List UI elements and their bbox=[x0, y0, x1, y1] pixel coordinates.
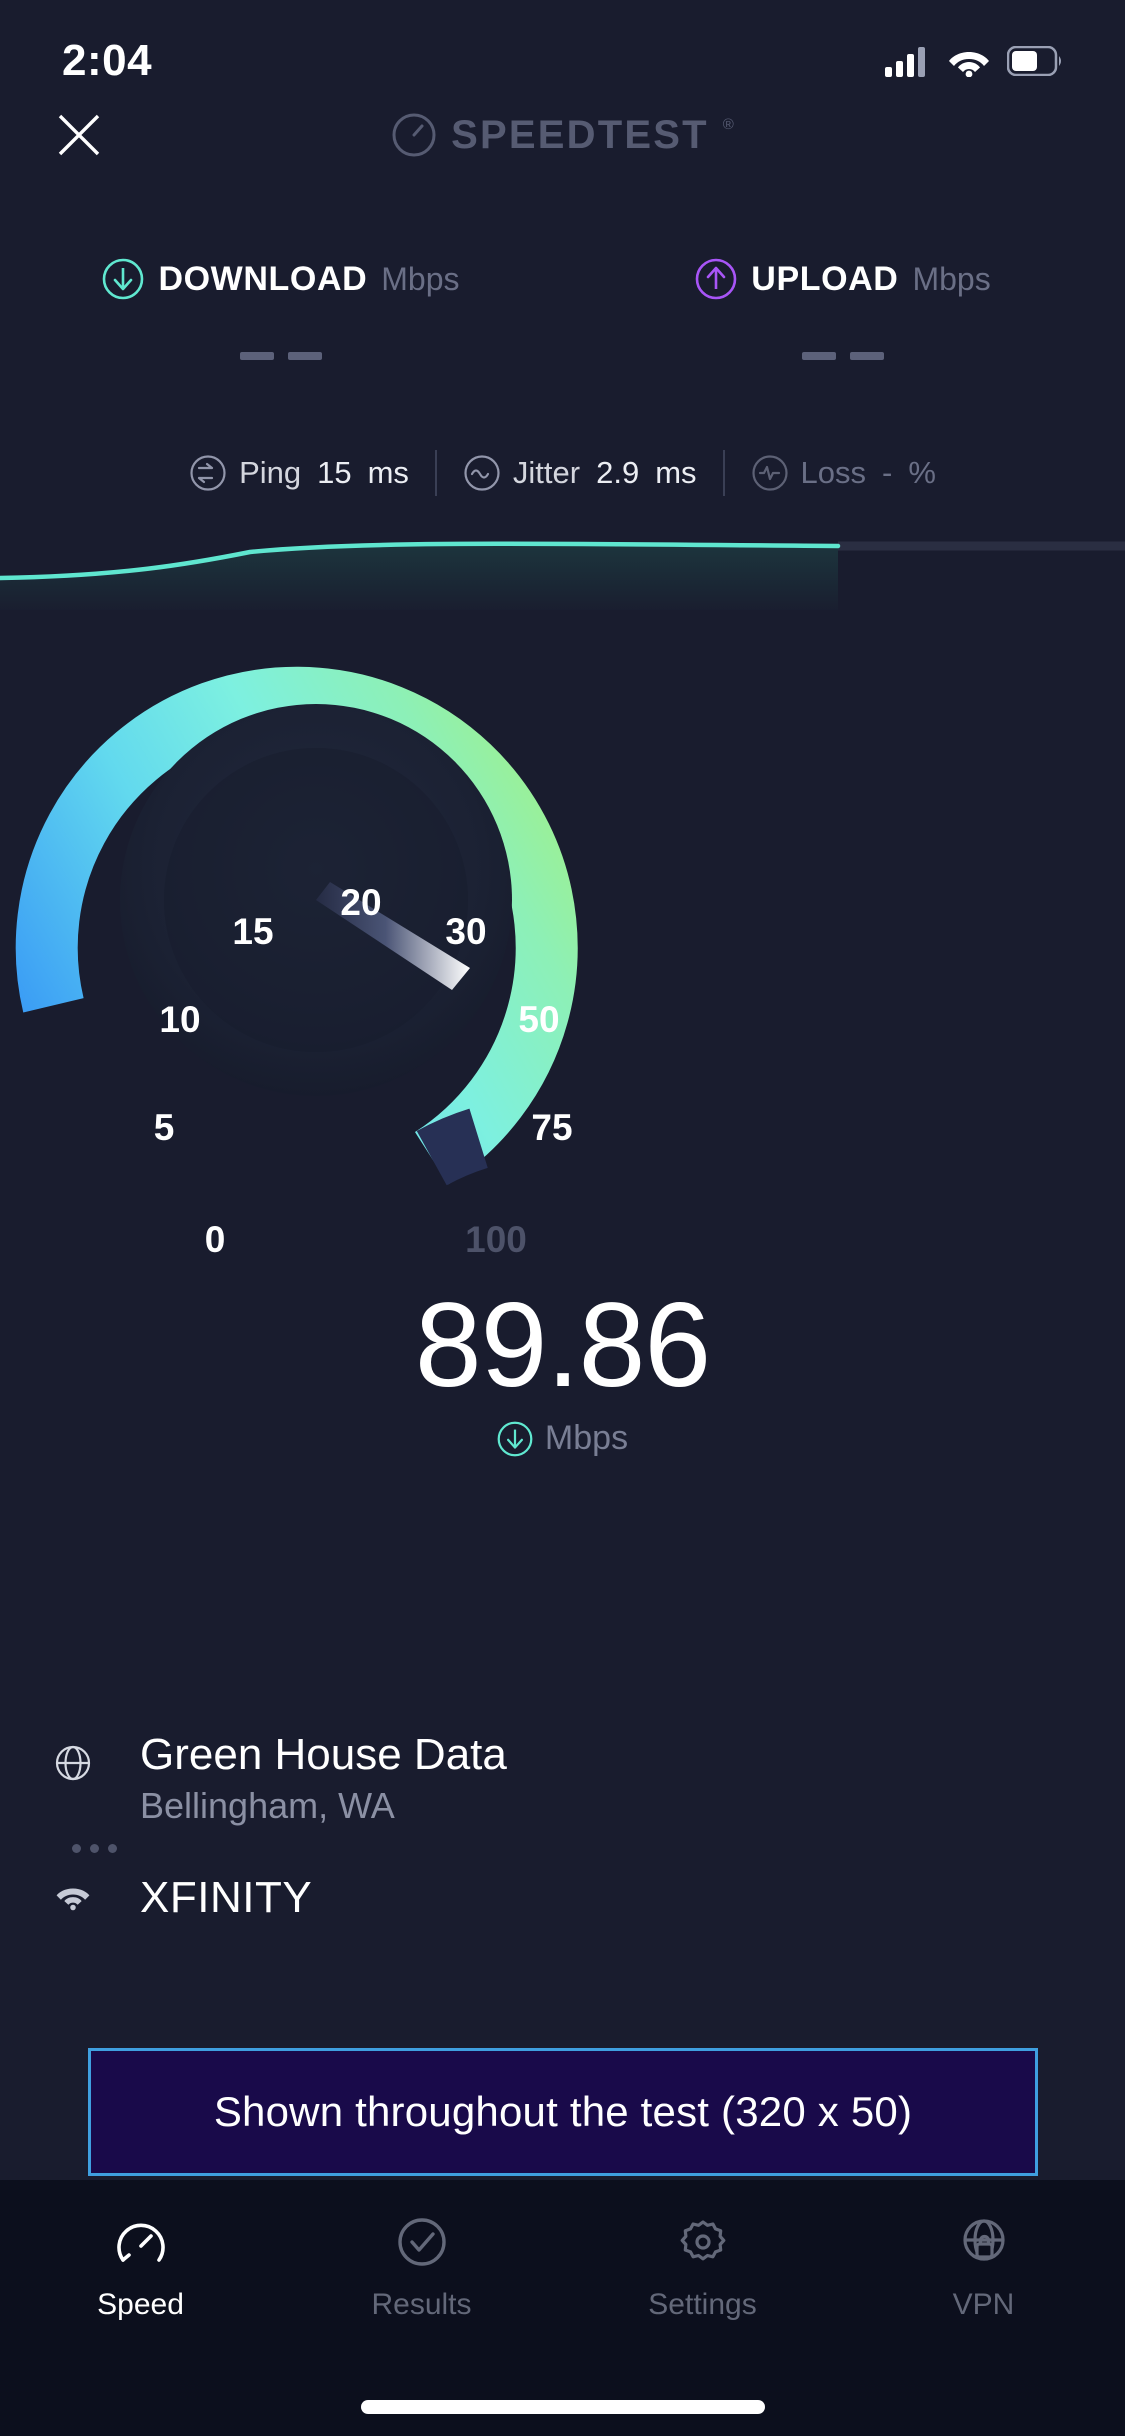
tab-settings[interactable]: Settings bbox=[562, 2180, 843, 2322]
gauge-svg bbox=[15, 666, 578, 1186]
brand-trademark: ® bbox=[722, 116, 734, 133]
cellular-signal-icon bbox=[885, 47, 925, 77]
gauge-arc-tail bbox=[416, 1108, 489, 1186]
server-texts: Green House Data Bellingham, WA bbox=[140, 1730, 507, 1827]
battery-icon bbox=[1007, 46, 1061, 76]
gauge-tick-0: 0 bbox=[204, 1219, 226, 1260]
gauge-tick-5: 5 bbox=[153, 1107, 175, 1148]
isp-row[interactable]: XFINITY bbox=[40, 1865, 1085, 1931]
placeholder-dash bbox=[288, 352, 322, 360]
placeholder-dash bbox=[240, 352, 274, 360]
stat-separator bbox=[434, 450, 437, 496]
tab-results[interactable]: Results bbox=[281, 2180, 562, 2322]
tab-vpn-label: VPN bbox=[952, 2288, 1015, 2321]
home-indicator bbox=[360, 2400, 765, 2414]
upload-heading: UPLOAD Mbps bbox=[695, 258, 991, 300]
stat-loss-unit: % bbox=[908, 455, 936, 490]
upload-metric: UPLOAD Mbps bbox=[562, 258, 1124, 360]
stat-loss: Loss - % bbox=[725, 454, 962, 492]
stat-separator bbox=[722, 450, 725, 496]
stat-loss-label: Loss bbox=[800, 455, 867, 490]
globe-lock-icon bbox=[962, 2219, 1005, 2261]
globe-icon bbox=[40, 1730, 106, 1796]
gauge-tick-10: 10 bbox=[159, 999, 201, 1040]
server-name: Green House Data bbox=[140, 1730, 507, 1779]
status-bar-time: 2:04 bbox=[62, 36, 153, 85]
jitter-icon bbox=[464, 455, 500, 491]
server-selector[interactable]: Green House Data Bellingham, WA bbox=[40, 1730, 1085, 1853]
gauge-tick-30: 30 bbox=[445, 911, 487, 952]
download-metric: DOWNLOAD Mbps bbox=[0, 258, 562, 360]
graph-area-fill bbox=[0, 543, 838, 610]
tab-results-label: Results bbox=[371, 2288, 472, 2321]
speedtest-gauge-logo-icon bbox=[392, 113, 436, 157]
stat-ping-label: Ping bbox=[239, 455, 302, 490]
ping-icon bbox=[190, 455, 226, 491]
gear-icon bbox=[680, 2220, 725, 2261]
status-bar: 2:04 bbox=[0, 0, 1125, 100]
upload-unit: Mbps bbox=[912, 260, 991, 297]
upload-arrow-icon bbox=[695, 258, 737, 300]
gauge-tick-15: 15 bbox=[232, 911, 274, 952]
download-label: DOWNLOAD bbox=[158, 259, 368, 298]
tab-settings-label: Settings bbox=[648, 2288, 757, 2321]
gauge-tick-20: 20 bbox=[340, 882, 382, 923]
loss-icon bbox=[751, 455, 788, 491]
brand-name: SPEEDTEST bbox=[451, 112, 709, 157]
gauge-arc-filled bbox=[15, 666, 578, 1185]
stat-jitter-value: 2.9 bbox=[596, 455, 640, 490]
server-location: Bellingham, WA bbox=[140, 1785, 395, 1827]
tab-speed-label: Speed bbox=[97, 2288, 184, 2321]
speedometer-icon bbox=[116, 2223, 165, 2262]
download-value-placeholder bbox=[240, 352, 322, 360]
tab-bar: Speed Results Settings VPN bbox=[0, 2180, 1125, 2436]
stat-jitter-unit: ms bbox=[655, 455, 697, 490]
gauge-needle bbox=[316, 882, 470, 990]
download-arrow-icon bbox=[497, 1421, 533, 1456]
ellipsis-icon[interactable] bbox=[72, 1844, 117, 1853]
ad-banner-text: Shown throughout the test (320 x 50) bbox=[213, 2088, 913, 2135]
gauge-tick-100: 100 bbox=[465, 1219, 527, 1260]
speed-unit-row: Mbps bbox=[497, 1419, 628, 1458]
stat-ping: Ping 15 ms bbox=[163, 454, 435, 492]
speed-readout: 89.86 Mbps bbox=[0, 1285, 1125, 1458]
speed-value: 89.86 bbox=[414, 1278, 711, 1412]
download-upload-row: DOWNLOAD Mbps UPLOAD Mbps bbox=[0, 258, 1125, 360]
graph-line bbox=[0, 541, 841, 581]
speed-gauge: 0 5 10 15 20 30 50 75 100 bbox=[0, 630, 1125, 1260]
close-icon bbox=[58, 114, 100, 156]
upload-label: UPLOAD bbox=[751, 259, 899, 298]
brand-lockup: SPEEDTEST ® bbox=[391, 112, 734, 158]
wifi-icon bbox=[40, 1865, 106, 1931]
stat-loss-value: - bbox=[882, 455, 893, 490]
download-arrow-icon bbox=[103, 258, 144, 300]
close-button[interactable] bbox=[40, 96, 118, 174]
tab-vpn[interactable]: VPN bbox=[843, 2180, 1124, 2322]
stat-ping-value: 15 bbox=[317, 455, 352, 490]
download-unit: Mbps bbox=[381, 260, 460, 297]
throughput-graph bbox=[0, 541, 1125, 610]
isp-name: XFINITY bbox=[140, 1873, 313, 1922]
tab-speed[interactable]: Speed bbox=[0, 2180, 281, 2322]
stat-jitter-label: Jitter bbox=[512, 455, 581, 490]
gauge-tick-75: 75 bbox=[531, 1107, 573, 1148]
speed-unit: Mbps bbox=[544, 1419, 629, 1457]
status-bar-icons bbox=[885, 45, 1063, 77]
connection-stats-row: Ping 15 ms Jitter 2.9 ms Loss - % bbox=[0, 438, 1125, 508]
upload-value-placeholder bbox=[802, 352, 884, 360]
check-circle-icon bbox=[397, 2218, 446, 2266]
placeholder-dash bbox=[802, 352, 836, 360]
placeholder-dash bbox=[850, 352, 884, 360]
wifi-icon bbox=[949, 52, 989, 77]
download-heading: DOWNLOAD Mbps bbox=[102, 258, 460, 300]
stat-ping-unit: ms bbox=[367, 455, 409, 490]
stat-jitter: Jitter 2.9 ms bbox=[437, 454, 723, 492]
ad-banner[interactable]: Shown throughout the test (320 x 50) bbox=[88, 2048, 1038, 2176]
gauge-tick-50: 50 bbox=[518, 999, 560, 1040]
app-header: SPEEDTEST ® bbox=[0, 96, 1125, 174]
